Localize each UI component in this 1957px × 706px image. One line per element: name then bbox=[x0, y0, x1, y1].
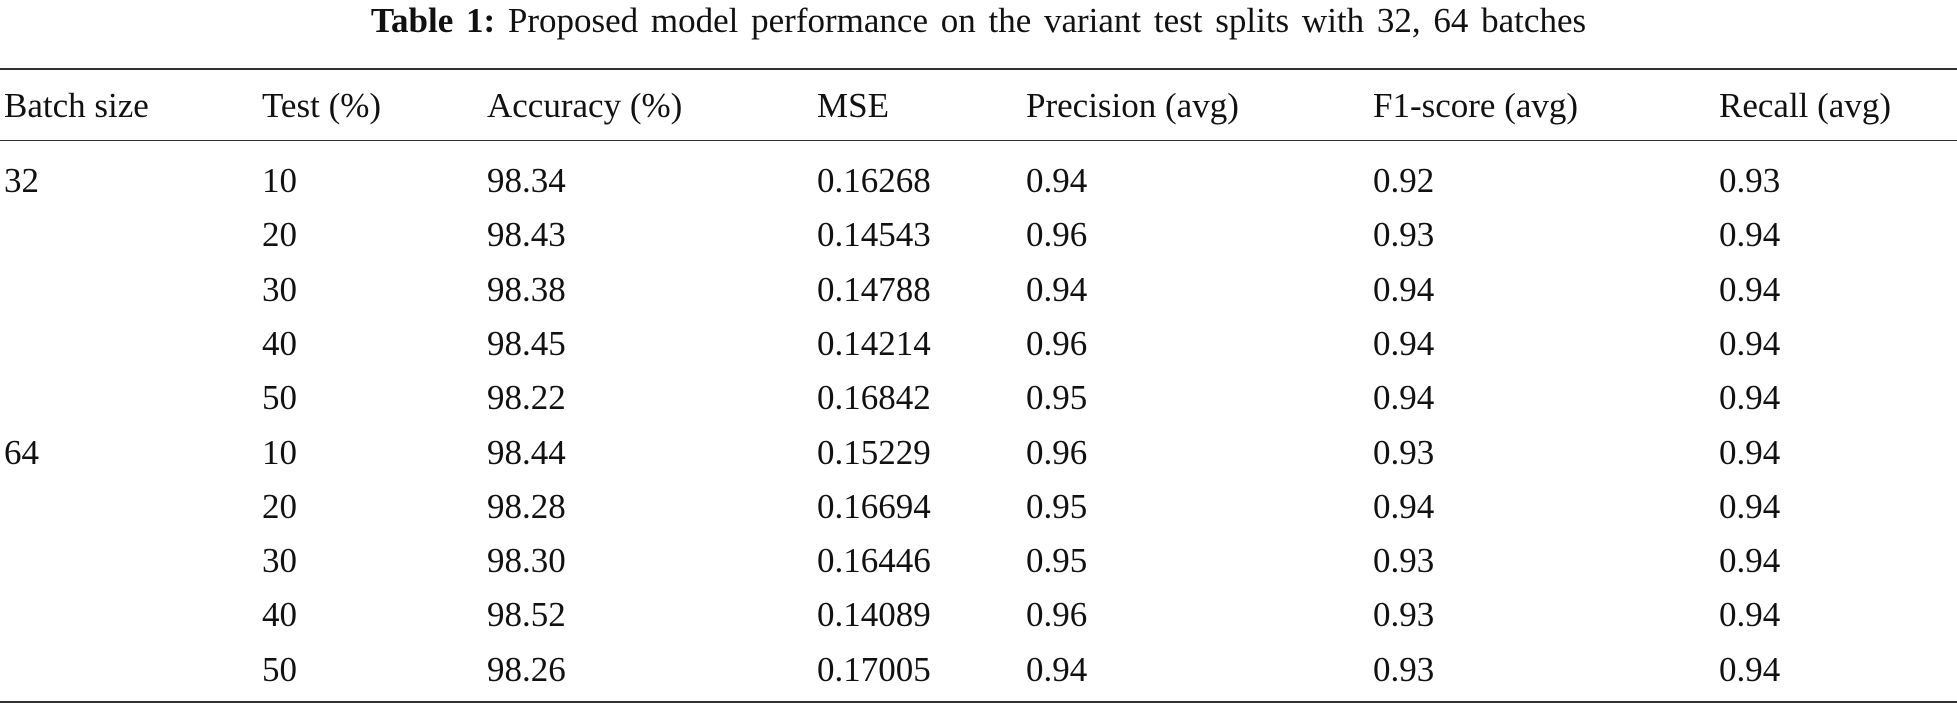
table-cell: 30 bbox=[262, 541, 297, 581]
caption-label: Table 1: bbox=[370, 1, 496, 40]
table-cell: 0.94 bbox=[1373, 378, 1435, 418]
table-cell: 0.94 bbox=[1719, 486, 1781, 526]
table-cell: 98.52 bbox=[487, 595, 566, 635]
table-cell: 0.94 bbox=[1373, 323, 1435, 363]
table-cell: 98.38 bbox=[487, 269, 566, 309]
table-cell: 0.16694 bbox=[817, 486, 931, 526]
table-cell: 0.16842 bbox=[817, 378, 931, 418]
table-cell: 0.15229 bbox=[817, 432, 931, 472]
table-cell: 98.45 bbox=[487, 323, 566, 363]
table-cell: 10 bbox=[262, 432, 297, 472]
column-header: Accuracy (%) bbox=[487, 86, 683, 125]
table-cell: 0.17005 bbox=[817, 649, 931, 689]
table-cell: 0.94 bbox=[1026, 269, 1088, 309]
table-cell: 0.14788 bbox=[817, 269, 931, 309]
batch-size-cell: 32 bbox=[4, 161, 39, 200]
table-cell: 98.44 bbox=[487, 432, 566, 472]
table-cell: 0.96 bbox=[1026, 215, 1088, 255]
column-header: Precision (avg) bbox=[1026, 86, 1239, 125]
table-cell: 98.30 bbox=[487, 541, 566, 581]
table-cell: 0.95 bbox=[1026, 378, 1088, 418]
header-rule bbox=[0, 140, 1957, 141]
table-cell: 0.94 bbox=[1719, 432, 1781, 472]
caption-text: Proposed model performance on the varian… bbox=[507, 1, 1587, 40]
table-cell: 0.94 bbox=[1719, 269, 1781, 309]
table-cell: 20 bbox=[262, 486, 297, 526]
table-cell: 40 bbox=[262, 595, 297, 635]
table-cell: 0.94 bbox=[1373, 269, 1435, 309]
table-cell: 0.14543 bbox=[817, 215, 931, 255]
table-cell: 0.94 bbox=[1719, 323, 1781, 363]
table-cell: 0.14214 bbox=[817, 323, 931, 363]
table-cell: 0.95 bbox=[1026, 486, 1088, 526]
table-cell: 0.94 bbox=[1026, 649, 1088, 689]
table-cell: 0.96 bbox=[1026, 595, 1088, 635]
column-header: Test (%) bbox=[262, 86, 382, 125]
column-header: F1-score (avg) bbox=[1373, 86, 1579, 125]
table-cell: 0.94 bbox=[1719, 649, 1781, 689]
table-cell: 0.94 bbox=[1719, 595, 1781, 635]
table-cell: 0.14089 bbox=[817, 595, 931, 635]
table-cell: 0.96 bbox=[1026, 432, 1088, 472]
table-cell: 98.26 bbox=[487, 649, 566, 689]
table-cell: 98.22 bbox=[487, 378, 566, 418]
table-cell: 0.93 bbox=[1373, 649, 1435, 689]
table-cell: 0.94 bbox=[1026, 161, 1088, 200]
table-cell: 0.16446 bbox=[817, 541, 931, 581]
table-cell: 0.94 bbox=[1719, 378, 1781, 418]
table-cell: 0.95 bbox=[1026, 541, 1088, 581]
table-cell: 0.93 bbox=[1373, 432, 1435, 472]
table-cell: 98.28 bbox=[487, 486, 566, 526]
table-cell: 30 bbox=[262, 269, 297, 309]
table-cell: 0.96 bbox=[1026, 323, 1088, 363]
table-cell: 40 bbox=[262, 323, 297, 363]
table-cell: 0.93 bbox=[1373, 215, 1435, 255]
table-caption: Table 1: Proposed model performance on t… bbox=[0, 0, 1957, 42]
table-cell: 0.93 bbox=[1719, 161, 1781, 200]
table-cell: 98.34 bbox=[487, 161, 566, 200]
column-header: Recall (avg) bbox=[1719, 86, 1891, 125]
table-cell: 0.92 bbox=[1373, 161, 1435, 200]
table-cell: 0.94 bbox=[1373, 486, 1435, 526]
table-cell: 10 bbox=[262, 161, 297, 200]
top-rule bbox=[0, 68, 1957, 70]
batch-size-cell: 64 bbox=[4, 432, 39, 472]
table-cell: 0.16268 bbox=[817, 161, 931, 200]
table-cell: 0.94 bbox=[1719, 215, 1781, 255]
column-header: Batch size bbox=[4, 86, 149, 125]
table-cell: 0.94 bbox=[1719, 541, 1781, 581]
table-cell: 98.43 bbox=[487, 215, 566, 255]
table-cell: 0.93 bbox=[1373, 595, 1435, 635]
table-cell: 50 bbox=[262, 649, 297, 689]
table-cell: 0.93 bbox=[1373, 541, 1435, 581]
table-cell: 50 bbox=[262, 378, 297, 418]
column-header: MSE bbox=[817, 86, 889, 125]
bottom-rule bbox=[0, 701, 1957, 703]
table-cell: 20 bbox=[262, 215, 297, 255]
